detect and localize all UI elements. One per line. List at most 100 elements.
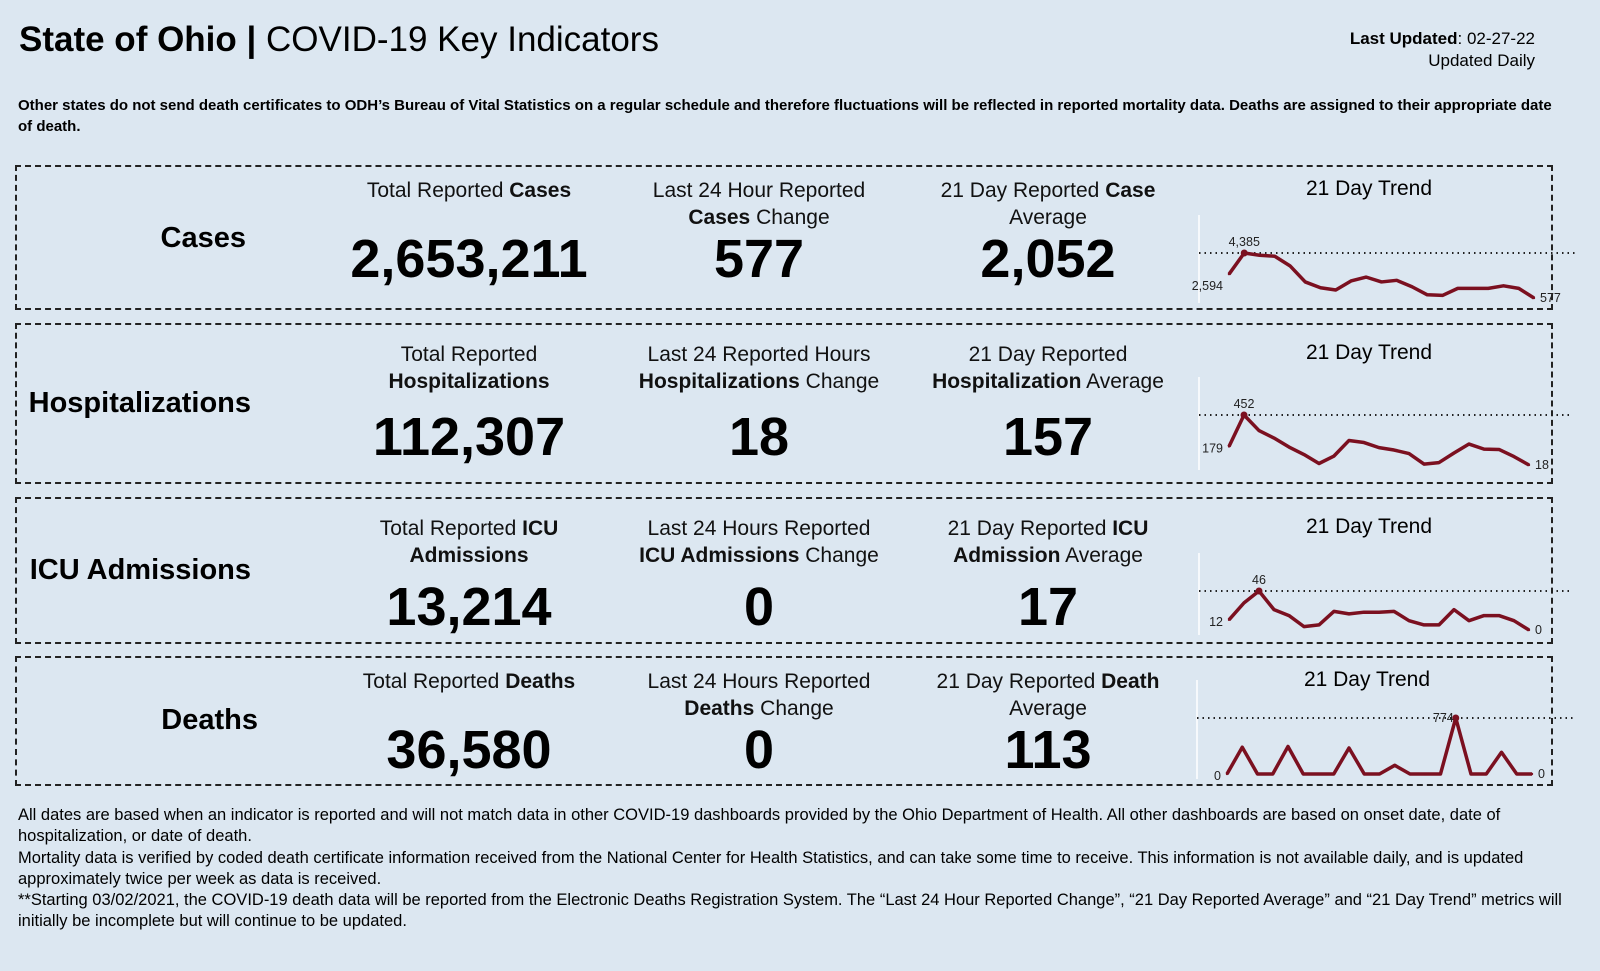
last-24h-change: Last 24 Hours Reported ICU Admissions Cha… — [609, 515, 909, 637]
header-text: Last 24 Hours Reported — [647, 670, 871, 693]
trend-max-label: 46 — [1252, 573, 1266, 587]
trend-point — [1286, 745, 1290, 748]
header-text: Total Reported — [362, 670, 506, 693]
trend-point — [1452, 608, 1456, 611]
header-line: Last 24 Hours Reported — [609, 668, 909, 695]
header-line: Total Reported Deaths — [319, 668, 619, 695]
trend-point — [1273, 255, 1276, 258]
trend-point — [1302, 625, 1306, 628]
trend-point — [1242, 601, 1246, 605]
trend-point — [1512, 619, 1516, 622]
trend-point — [1347, 612, 1351, 616]
trend-point — [1241, 746, 1244, 749]
header-text: Total Reported — [379, 517, 523, 540]
trend-max-label: 774 — [1433, 711, 1454, 725]
max-point — [1240, 411, 1248, 419]
trend-point — [1349, 279, 1353, 283]
max-point — [1255, 587, 1263, 595]
header-text: ICU — [1112, 517, 1149, 540]
trend-point — [1497, 614, 1501, 617]
mortality-note: Other states do not send death certifica… — [18, 97, 1552, 135]
trend-point — [1530, 772, 1534, 776]
trend-point — [1502, 284, 1505, 287]
trend-point — [1258, 254, 1261, 257]
header-line: Last 24 Reported Hours — [609, 341, 909, 368]
trend-point — [1452, 451, 1456, 455]
header-text: Admission — [953, 544, 1061, 567]
last-updated-label: Last Updated — [1349, 29, 1458, 48]
trend-point — [1332, 772, 1335, 776]
metric-header: Total Reported Cases — [319, 177, 619, 204]
metric-value: 18 — [728, 407, 790, 467]
trend-sparkline: 2,594 4,385 577 — [1192, 215, 1576, 305]
metric-value: 2,052 — [980, 229, 1116, 289]
header-text: Admissions — [409, 544, 529, 567]
trend-line — [1227, 251, 1535, 300]
trend-point — [1456, 287, 1459, 290]
trend-point — [1482, 447, 1486, 451]
trend-first-label: 12 — [1209, 615, 1223, 629]
metric-header: 21 Day Reported Case Average — [898, 177, 1198, 231]
trend-point — [1426, 293, 1429, 296]
trend-point — [1225, 772, 1229, 776]
header-text: Last 24 Reported Hours — [647, 343, 871, 366]
trend-point — [1362, 441, 1366, 444]
trend-point — [1334, 288, 1337, 292]
trend-last-label: 0 — [1538, 767, 1545, 781]
panel-icu-admissions: ICU Admissions Total Reported ICU Admissio… — [15, 497, 1571, 644]
trend-point — [1407, 619, 1411, 622]
trend-line — [1225, 716, 1532, 776]
trend-point — [1532, 296, 1536, 300]
trend-point — [1467, 619, 1471, 622]
metric-header: Last 24 Reported Hours Hospitalizations C… — [609, 341, 909, 395]
update-frequency: Updated Daily — [1428, 51, 1535, 70]
trend-point — [1497, 448, 1501, 451]
trend-first-label: 0 — [1214, 769, 1221, 783]
trend-point — [1410, 285, 1414, 288]
header-text: Cases — [688, 206, 751, 229]
footer-note-1: All dates are based when an indicator is… — [18, 806, 1501, 846]
metric-header: Total Reported Deaths — [319, 668, 619, 695]
header-text: Hospitalizations — [638, 370, 800, 393]
trend-point — [1393, 764, 1396, 767]
title-rest: COVID-19 Key Indicators — [266, 20, 659, 59]
trend-point — [1302, 772, 1305, 776]
trend-point — [1256, 772, 1259, 776]
trend-point — [1517, 287, 1520, 290]
trend-point — [1365, 275, 1368, 279]
metric-value: 36,580 — [386, 720, 552, 780]
trend-point — [1422, 623, 1426, 627]
trend-point — [1302, 453, 1306, 456]
last-24h-change: Last 24 Hour Reported Cases Change 577 — [609, 177, 909, 289]
header-text: Death — [1101, 670, 1160, 693]
21-day-average: 21 Day Reported Case Average 2,052 — [898, 177, 1198, 289]
21-day-average: 21 Day Reported Hospitalization Average 15… — [898, 341, 1198, 467]
header-line: Total Reported — [319, 341, 619, 368]
trend-sparkline: 179 452 18 — [1198, 377, 1571, 472]
trend-point — [1515, 772, 1518, 776]
header-text: Change — [799, 544, 879, 567]
trend-point — [1471, 287, 1475, 290]
trend-point — [1437, 461, 1441, 464]
header-line: 21 Day Reported — [898, 341, 1198, 368]
trend-title: 21 Day Trend — [1305, 177, 1433, 200]
panel-label: ICU Admissions — [29, 554, 251, 586]
header-text: Average — [1009, 206, 1087, 229]
header-text: Deaths — [505, 670, 576, 693]
trend-point — [1392, 448, 1396, 452]
trend-point — [1257, 429, 1261, 432]
trend-point — [1500, 751, 1503, 754]
header-text: Cases — [509, 179, 572, 202]
header-text: Last 24 Hour Reported — [652, 179, 866, 202]
metric-value: 2,653,211 — [350, 229, 588, 289]
metric-header: Last 24 Hours Reported ICU Admissions Cha… — [609, 515, 909, 569]
header-text: Change — [799, 370, 880, 393]
metric-header: Last 24 Hour Reported Cases Change — [609, 177, 909, 231]
trend-point — [1362, 610, 1366, 614]
trend-point — [1467, 442, 1471, 446]
trend-point — [1378, 772, 1381, 776]
header-line: Admissions — [319, 542, 619, 569]
trend-point — [1527, 628, 1531, 632]
metric-value: 0 — [743, 577, 775, 637]
metric-value: 17 — [1017, 577, 1079, 637]
